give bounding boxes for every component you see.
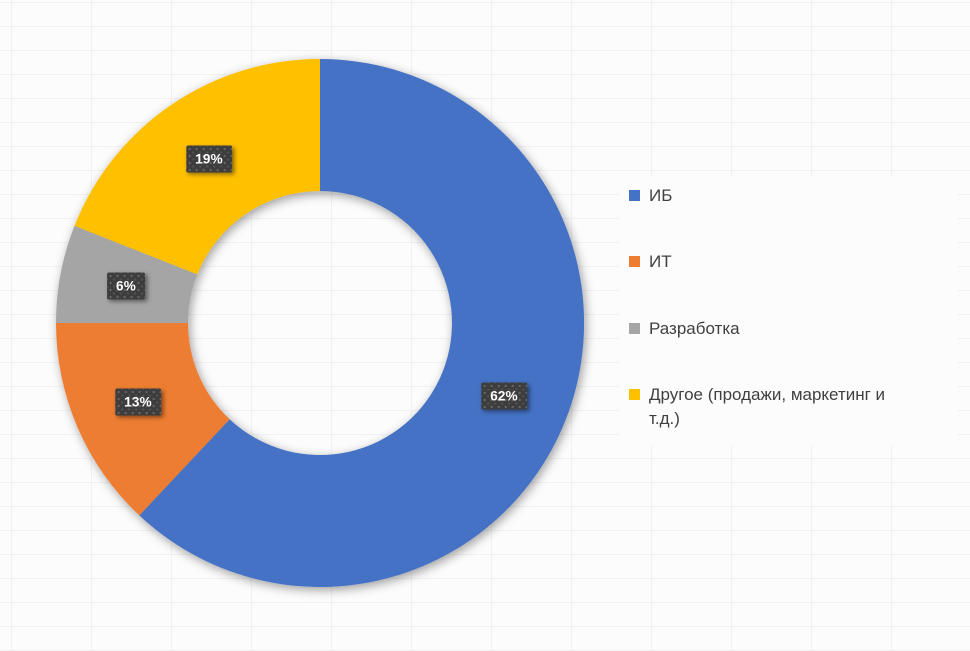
legend-swatch-icon [629, 322, 640, 334]
donut-segment-2[interactable] [56, 323, 230, 516]
donut-segment-1[interactable] [139, 58, 585, 587]
legend-item-ib[interactable]: ИБ [629, 184, 948, 208]
legend-label: Другое (продажи, маркетинг и т.д.) [649, 384, 886, 428]
legend-swatch-icon [629, 190, 640, 201]
legend-swatch-icon [629, 256, 640, 268]
legend-item-drugoe[interactable]: Другое (продажи, маркетинг и т.д.) [629, 383, 948, 431]
donut-segment-4[interactable] [74, 58, 321, 275]
donut-segments-group [55, 58, 585, 587]
legend-item-it[interactable]: ИТ [629, 250, 948, 274]
legend-label: ИБ [649, 186, 673, 205]
legend-label: ИТ [649, 252, 672, 272]
donut-segment-3[interactable] [55, 225, 198, 323]
legend-swatch-icon [629, 388, 640, 400]
legend-label: Разработка [649, 318, 740, 338]
legend: ИБ ИТ Разработка Другое (продажи, маркет… [619, 176, 958, 445]
legend-item-razrabotka[interactable]: Разработка [629, 317, 948, 341]
